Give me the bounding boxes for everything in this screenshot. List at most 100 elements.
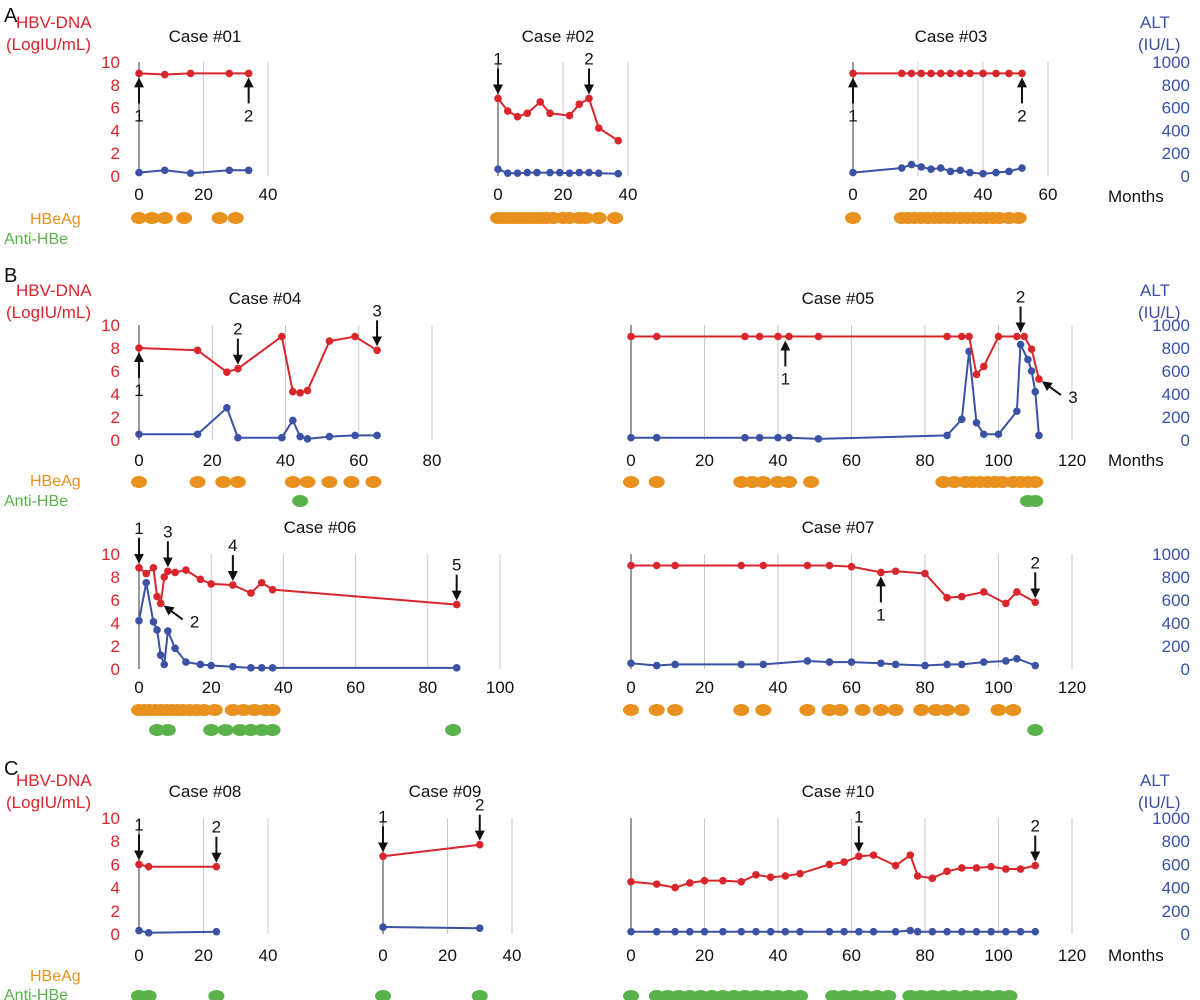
alt-point [917,163,926,171]
annotation-label: 1 [854,807,863,826]
alt-point [994,430,1003,439]
alt-point [936,164,945,172]
alt-point [257,664,266,672]
annotation-label: 1 [134,381,143,400]
hbv-point [897,69,906,78]
alt-tick-label: 200 [1162,144,1190,163]
alt-tick-label: 400 [1162,121,1190,140]
hbeag-marker [939,704,956,716]
antihbe-marker [159,724,176,736]
hbv-point [943,593,951,602]
hbv-point [1002,599,1010,608]
case-chart-3: Case #03 0 20 40 60 1 2 [845,27,1057,224]
hbv-point [869,851,878,859]
alt-point [796,927,804,936]
alt-point [928,927,937,936]
alt-point [766,927,775,936]
hbv-point [877,568,885,577]
alt-point [452,664,461,672]
alt-point [161,166,169,175]
hbv-tick-label: 10 [101,809,120,828]
hbv-point [855,852,863,861]
alt-point [182,658,190,666]
annotation-arrow [163,605,184,621]
alt-point [891,927,900,936]
case-title: Case #10 [802,782,875,801]
alt-point [877,659,885,668]
antihbe-marker [880,990,897,1000]
alt-point [513,169,522,177]
months-label-c: Months [1108,946,1164,965]
hbv-axis-unit-b: (LogIU/mL) [6,303,91,322]
hbv-point [196,575,205,584]
alt-tick-label: 1000 [1152,809,1190,828]
alt-point [1002,657,1010,665]
x-tick-label: 20 [194,946,213,965]
antihbe-marker [1001,990,1018,1000]
alt-point [1027,367,1036,375]
alt-point [946,167,955,176]
alt-point [907,160,916,169]
alt-point [686,927,694,936]
alt-point [234,433,242,442]
alt-axis-title-c: ALT [1140,771,1170,790]
x-tick-label: 40 [503,946,522,965]
antihbe-marker [623,990,639,1000]
alt-point [956,166,965,175]
alt-point [296,432,304,441]
hbv-tick-label: 8 [111,832,120,851]
alt-point [652,433,661,442]
alt-point [927,165,935,173]
hbv-point [987,862,995,871]
hbv-point [325,337,334,345]
x-tick-label: 0 [626,946,635,965]
hbv-point [1031,598,1040,607]
hbv-point [1013,588,1021,596]
hbv-point [774,332,782,341]
annotation-label: 3 [372,301,381,320]
hbv-point [980,588,988,596]
hbv-point [575,100,584,108]
alt-point [614,169,623,178]
hbv-point [700,876,709,885]
alt-tick-label: 800 [1162,76,1190,95]
antihbe-marker [471,990,488,1000]
alt-point [671,660,679,669]
annotation-label: 2 [1017,106,1026,125]
hbeag-marker [821,704,838,716]
alt-point [373,431,381,440]
alt-point [943,660,951,669]
hbv-point [891,861,900,870]
hbv-point [536,98,545,106]
antihbe-marker [375,990,391,1000]
alt-tick-label: 0 [1181,167,1190,186]
x-tick-label: 40 [274,678,293,697]
hbv-point [906,851,915,859]
hbv-point [671,561,679,570]
hbv-point [1018,69,1026,78]
alt-point [671,927,679,936]
alt-point [627,433,635,442]
x-tick-label: 40 [259,185,278,204]
hbv-point [142,569,151,578]
hbeag-marker [215,476,232,488]
hbv-tick-label: 4 [111,614,120,633]
hbeag-marker [733,704,750,716]
alt-point [207,661,215,670]
hbeag-marker [143,212,160,224]
case-chart-8: Case #08 0 20 40 1 2 [131,782,277,1000]
hbeag-marker [994,476,1011,488]
hbeag-marker [872,704,889,716]
hbv-point [737,878,746,886]
antihbe-marker [264,724,281,736]
x-tick-label: 80 [916,946,935,965]
annotation-arrow [1041,381,1062,396]
antihbe-marker [1027,495,1044,507]
hbv-point [1035,375,1043,383]
hbv-point [351,332,359,341]
alt-tick-label: 800 [1162,832,1190,851]
hbv-point [946,69,955,78]
y-axes-b1: 0 0 2 200 4 400 6 600 8 800 10 1000 [101,316,1190,450]
x-tick-label: 0 [134,185,143,204]
